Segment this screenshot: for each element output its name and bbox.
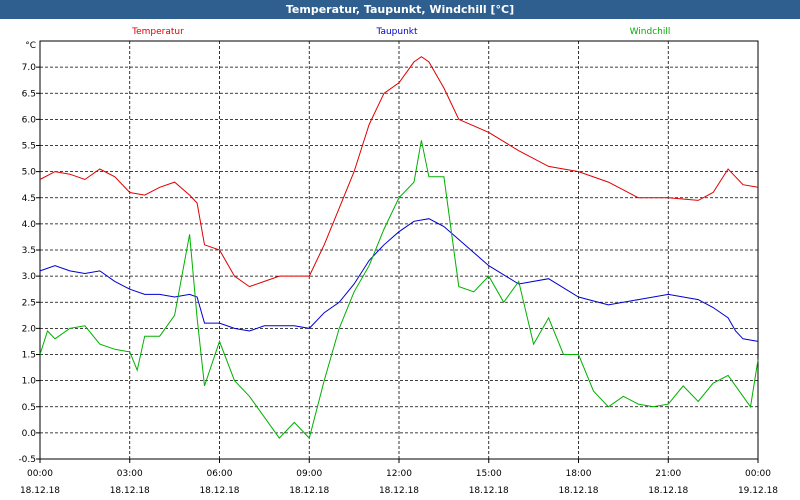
x-tick-time-label: 15:00 <box>476 469 502 479</box>
series-line-windchill <box>39 140 759 440</box>
x-tick-date-label: 18.12.18 <box>379 486 419 496</box>
x-tick-date-label: 18.12.18 <box>469 486 509 496</box>
x-tick-date-label: 18.12.18 <box>648 486 688 496</box>
x-tick-time-label: 00:00 <box>745 469 771 479</box>
y-tick-label: 1.5 <box>22 351 36 361</box>
y-tick-label: 6.0 <box>22 115 37 125</box>
line-chart: -0.5 0.0 0.5 1.0 1.5 2.0 2.5 3.0 3.5 4.0 4.5 5.0 5.5… <box>18 27 778 496</box>
x-axis: 00:00 18.12.18 03:00 18.12.18 06:00 18.12.18 0… <box>20 459 778 496</box>
series-line-temperatur <box>39 56 759 288</box>
x-tick-date-label: 18.12.18 <box>558 486 598 496</box>
y-tick-label: 2.0 <box>22 324 37 334</box>
y-tick-label: 1.0 <box>22 377 37 387</box>
x-tick-date-label: 18.12.18 <box>289 486 329 496</box>
chart-title: Temperatur, Taupunkt, Windchill [°C] <box>285 3 515 16</box>
y-tick-label: 0.0 <box>22 429 37 439</box>
y-tick-label: 0.5 <box>22 403 36 413</box>
legend-label-windchill: Windchill <box>630 27 671 37</box>
plot-frame <box>39 40 759 460</box>
x-tick-time-label: 21:00 <box>655 469 681 479</box>
y-tick-label: 2.5 <box>22 298 36 308</box>
y-tick-label: 3.0 <box>22 272 37 282</box>
x-tick-time-label: 09:00 <box>296 469 322 479</box>
series-line-taupunkt <box>39 218 759 342</box>
x-tick-date-label: 18.12.18 <box>199 486 239 496</box>
legend-label-taupunkt: Taupunkt <box>375 27 418 37</box>
y-tick-label: -0.5 <box>18 455 36 465</box>
x-tick-date-label: 18.12.18 <box>20 486 60 496</box>
y-tick-label: 3.5 <box>22 246 36 256</box>
legend-label-temperatur: Temperatur <box>131 27 184 37</box>
y-axis: -0.5 0.0 0.5 1.0 1.5 2.0 2.5 3.0 3.5 4.0 4.5 5.0 5.5… <box>18 41 40 465</box>
x-tick-time-label: 12:00 <box>386 469 412 479</box>
y-tick-label: 4.0 <box>22 220 37 230</box>
y-axis-label: °C <box>25 41 36 51</box>
legend: Temperatur Taupunkt Windchill <box>131 27 670 37</box>
chart-title-bar: Temperatur, Taupunkt, Windchill [°C] <box>0 0 800 19</box>
y-tick-label: 7.0 <box>22 63 37 73</box>
x-tick-time-label: 03:00 <box>117 469 143 479</box>
y-tick-label: 5.0 <box>22 168 37 178</box>
x-tick-time-label: 06:00 <box>207 469 233 479</box>
x-tick-time-label: 18:00 <box>566 469 592 479</box>
x-tick-date-label: 18.12.18 <box>110 486 150 496</box>
x-tick-date-label: 19.12.18 <box>738 486 778 496</box>
x-tick-time-label: 00:00 <box>27 469 53 479</box>
y-tick-label: 4.5 <box>22 194 36 204</box>
y-tick-label: 5.5 <box>22 142 36 152</box>
y-tick-label: 6.5 <box>22 89 36 99</box>
series-lines <box>39 56 759 440</box>
